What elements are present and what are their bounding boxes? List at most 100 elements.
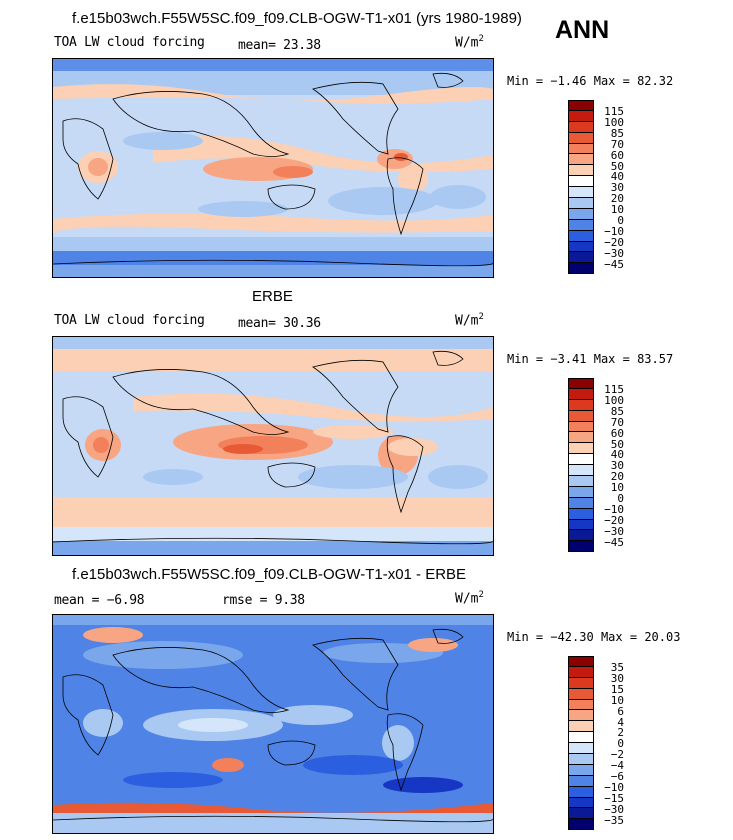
- panel-3-map: [52, 614, 494, 834]
- colorbar-1-label: 0: [617, 214, 624, 227]
- colorbar-box: [568, 241, 594, 253]
- panel-3-min-label: Min =: [507, 630, 544, 644]
- colorbar-box: [568, 263, 594, 275]
- colorbar-1-label: −30: [604, 247, 624, 260]
- colorbar-box: [568, 410, 594, 422]
- panel-2-title: ERBE: [252, 288, 293, 305]
- colorbar-box: [568, 775, 594, 787]
- panel-1-max-value: 82.32: [637, 74, 674, 88]
- colorbar-box: [568, 486, 594, 498]
- panel-2-field: TOA LW cloud forcing: [54, 313, 205, 328]
- colorbar-box: [568, 819, 594, 831]
- colorbar-box: [568, 110, 594, 122]
- colorbar-box: [568, 732, 594, 744]
- panel-1-min-label: Min =: [507, 74, 544, 88]
- colorbar-box: [568, 465, 594, 477]
- colorbar-box: [568, 454, 594, 466]
- panel-2-max-value: 83.57: [637, 352, 674, 366]
- colorbar-2-label: −20: [604, 514, 624, 527]
- panel-2-units: W/m2: [455, 312, 484, 329]
- colorbar-box: [568, 476, 594, 487]
- colorbar-2-label: 70: [610, 416, 624, 429]
- panel-1-field: TOA LW cloud forcing: [54, 35, 205, 50]
- colorbar-box: [568, 143, 594, 155]
- colorbar-box: [568, 497, 594, 509]
- colorbar-1-label: 60: [610, 149, 624, 162]
- colorbar-3-label: 15: [610, 683, 624, 696]
- colorbar-box: [568, 808, 594, 820]
- colorbar-box: [568, 399, 594, 411]
- colorbar-2-label: 85: [610, 405, 624, 418]
- colorbar-3-label: 2: [617, 726, 624, 739]
- colorbar-2-label: 30: [610, 459, 624, 472]
- colorbar-box: [568, 764, 594, 776]
- colorbar-box: [568, 187, 594, 199]
- colorbar-1-label: 100: [604, 116, 624, 129]
- colorbar-3-label: 4: [617, 716, 624, 729]
- panel-2-min-label: Min =: [507, 352, 544, 366]
- colorbar-1-label: 40: [610, 170, 624, 183]
- colorbar-box: [568, 710, 594, 722]
- colorbar-3-label: −10: [604, 781, 624, 794]
- colorbar-1-label: −45: [604, 258, 624, 271]
- colorbar-2-label: 60: [610, 427, 624, 440]
- colorbar-1-label: 20: [610, 192, 624, 205]
- colorbar-box: [568, 421, 594, 433]
- colorbar-box: [568, 432, 594, 444]
- panel-3-max-value: 20.03: [644, 630, 681, 644]
- colorbar-box: [568, 508, 594, 520]
- panel-1-colorbar: [568, 100, 594, 275]
- colorbar-box: [568, 378, 594, 389]
- colorbar-3-label: −4: [610, 759, 624, 772]
- colorbar-box: [568, 797, 594, 809]
- colorbar-box: [568, 677, 594, 689]
- panel-3-rmse-value: 9.38: [274, 593, 305, 608]
- panel-1-min-value: −1.46: [550, 74, 587, 88]
- panel-1-mean-label: mean=: [238, 38, 276, 53]
- colorbar-3-label: −6: [610, 770, 624, 783]
- colorbar-2-label: 10: [610, 481, 624, 494]
- colorbar-1-label: −20: [604, 236, 624, 249]
- panel-3-rmse: rmse = 9.38: [222, 593, 305, 608]
- colorbar-box: [568, 100, 594, 111]
- colorbar-1-label: 30: [610, 181, 624, 194]
- colorbar-box: [568, 699, 594, 711]
- colorbar-box: [568, 541, 594, 553]
- panel-2-mean-label: mean=: [238, 316, 276, 331]
- colorbar-2-label: −30: [604, 525, 624, 538]
- panel-3-max-label: Max =: [600, 630, 638, 644]
- colorbar-box: [568, 743, 594, 755]
- colorbar-2-label: 20: [610, 470, 624, 483]
- colorbar-2-label: 100: [604, 394, 624, 407]
- colorbar-box: [568, 208, 594, 220]
- colorbar-box: [568, 754, 594, 765]
- colorbar-box: [568, 198, 594, 209]
- panel-3-units: W/m2: [455, 590, 484, 607]
- colorbar-3-label: −35: [604, 814, 624, 827]
- panel-3-title: f.e15b03wch.F55W5SC.f09_f09.CLB-OGW-T1-x…: [72, 566, 467, 583]
- colorbar-box: [568, 688, 594, 700]
- colorbar-1-label: 50: [610, 160, 624, 173]
- season-label: ANN: [555, 16, 610, 44]
- colorbar-box: [568, 252, 594, 264]
- colorbar-box: [568, 219, 594, 231]
- colorbar-3-label: 35: [610, 661, 624, 674]
- panel-3-min-max: Min = −42.30 Max = 20.03: [507, 630, 680, 644]
- colorbar-box: [568, 519, 594, 531]
- panel-3-min-value: −42.30: [550, 630, 594, 644]
- panel-1-units: W/m2: [455, 34, 484, 51]
- colorbar-2-label: −45: [604, 536, 624, 549]
- panel-2-mean: mean= 30.36: [238, 316, 321, 331]
- panel-1-min-max: Min = −1.46 Max = 82.32: [507, 74, 673, 88]
- colorbar-3-label: −2: [610, 748, 624, 761]
- colorbar-1-label: 85: [610, 127, 624, 140]
- panel-2-min-value: −3.41: [550, 352, 587, 366]
- panel-3-mean-value: −6.98: [106, 593, 145, 608]
- colorbar-3-label: −15: [604, 792, 624, 805]
- colorbar-box: [568, 530, 594, 542]
- panel-1-mean-value: 23.38: [283, 38, 321, 53]
- colorbar-1-label: 115: [604, 105, 624, 118]
- panel-2-max-label: Max =: [593, 352, 630, 366]
- colorbar-2-label: 115: [604, 383, 624, 396]
- panel-3-rmse-label: rmse =: [222, 593, 268, 608]
